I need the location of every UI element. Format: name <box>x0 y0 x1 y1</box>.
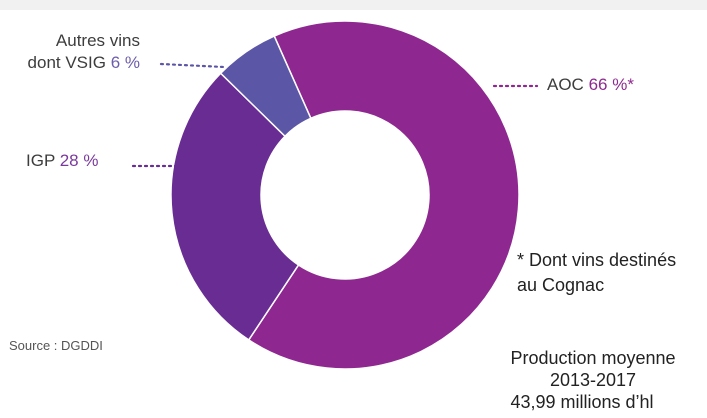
footnote-line1: * Dont vins destinés <box>517 250 677 270</box>
leader-lines <box>131 62 539 168</box>
leader-autres-vins <box>159 62 226 69</box>
label-autres-vins-value: 6 % <box>110 53 140 72</box>
footnote: * Dont vins destinés au Cognac <box>517 248 676 298</box>
label-aoc: AOC 66 %* <box>547 74 634 96</box>
label-autres-vins: Autres vins dont VSIG 6 % <box>28 30 140 74</box>
label-igp-name: IGP <box>26 151 55 170</box>
production-line3: 43,99 millions d’hl <box>510 392 654 412</box>
slice-aoc <box>247 20 520 370</box>
label-igp-value: 28 % <box>59 151 99 170</box>
label-aoc-name: AOC <box>547 75 584 94</box>
production-line1: Production moyenne <box>510 348 676 368</box>
label-aoc-value: 66 %* <box>588 75 634 94</box>
top-band <box>0 0 707 10</box>
slice-autres-vins <box>219 35 312 138</box>
label-autres-vins-line1: Autres vins <box>55 31 140 50</box>
slice-igp <box>170 72 300 341</box>
source-note: Source : DGDDI <box>9 338 103 353</box>
label-autres-vins-line2: dont VSIG <box>27 53 106 72</box>
donut-slices <box>170 20 520 370</box>
production-line2: 2013-2017 <box>549 370 637 390</box>
footnote-line2: au Cognac <box>517 275 605 295</box>
production-note: Production moyenne 2013-2017 43,99 milli… <box>493 347 693 413</box>
label-igp: IGP 28 % <box>26 150 98 172</box>
